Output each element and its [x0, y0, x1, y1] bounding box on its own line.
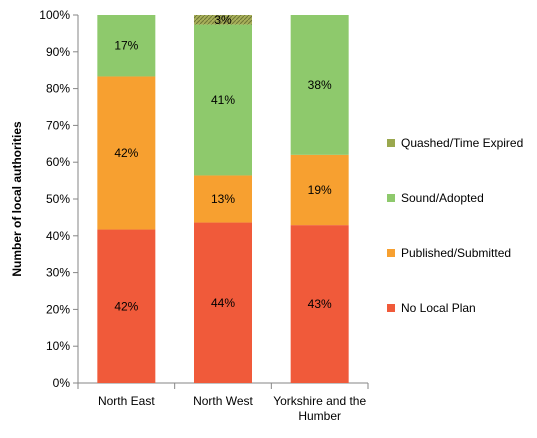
bar-segment	[97, 229, 156, 383]
data-label: 41%	[211, 93, 235, 107]
data-label: 44%	[211, 296, 235, 310]
legend-label: Quashed/Time Expired	[401, 136, 523, 150]
y-tick-label: 100%	[39, 8, 70, 22]
legend-label: Published/Submitted	[401, 246, 511, 260]
y-tick-label: 80%	[46, 82, 70, 96]
x-category-label: North East	[98, 394, 155, 408]
x-category-label: North West	[193, 394, 253, 408]
y-tick-label: 0%	[53, 376, 71, 390]
data-label: 43%	[308, 297, 332, 311]
data-label: 3%	[214, 13, 232, 27]
legend-label: No Local Plan	[401, 301, 476, 315]
legend-swatch	[387, 304, 395, 312]
y-tick-label: 20%	[46, 302, 70, 316]
bar-segment	[194, 175, 252, 223]
legend-swatch	[387, 139, 395, 147]
y-tick-label: 90%	[46, 45, 70, 59]
bar-segment	[290, 225, 349, 383]
y-tick-label: 50%	[46, 192, 70, 206]
bar-segment	[194, 24, 252, 176]
data-label: 13%	[211, 192, 235, 206]
legend-swatch	[387, 249, 395, 257]
data-label: 38%	[308, 78, 332, 92]
legend-swatch	[387, 194, 395, 202]
y-tick-label: 40%	[46, 229, 70, 243]
data-label: 42%	[114, 299, 138, 313]
y-tick-label: 60%	[46, 155, 70, 169]
x-category-label: Yorkshire and the Humber	[273, 394, 366, 423]
bar-segment	[194, 222, 252, 383]
data-label: 17%	[114, 39, 138, 53]
y-tick-label: 70%	[46, 118, 70, 132]
bar-segment	[290, 154, 349, 226]
data-label: 42%	[114, 146, 138, 160]
bar-segment	[290, 15, 349, 155]
bar-segment	[194, 15, 252, 25]
y-axis-title: Number of local authorities	[10, 121, 24, 277]
legend-label: Sound/Adopted	[401, 191, 484, 205]
data-label: 19%	[308, 183, 332, 197]
bar-segment	[97, 76, 156, 230]
y-tick-label: 10%	[46, 339, 70, 353]
y-tick-label: 30%	[46, 266, 70, 280]
bar-segment	[97, 15, 156, 77]
